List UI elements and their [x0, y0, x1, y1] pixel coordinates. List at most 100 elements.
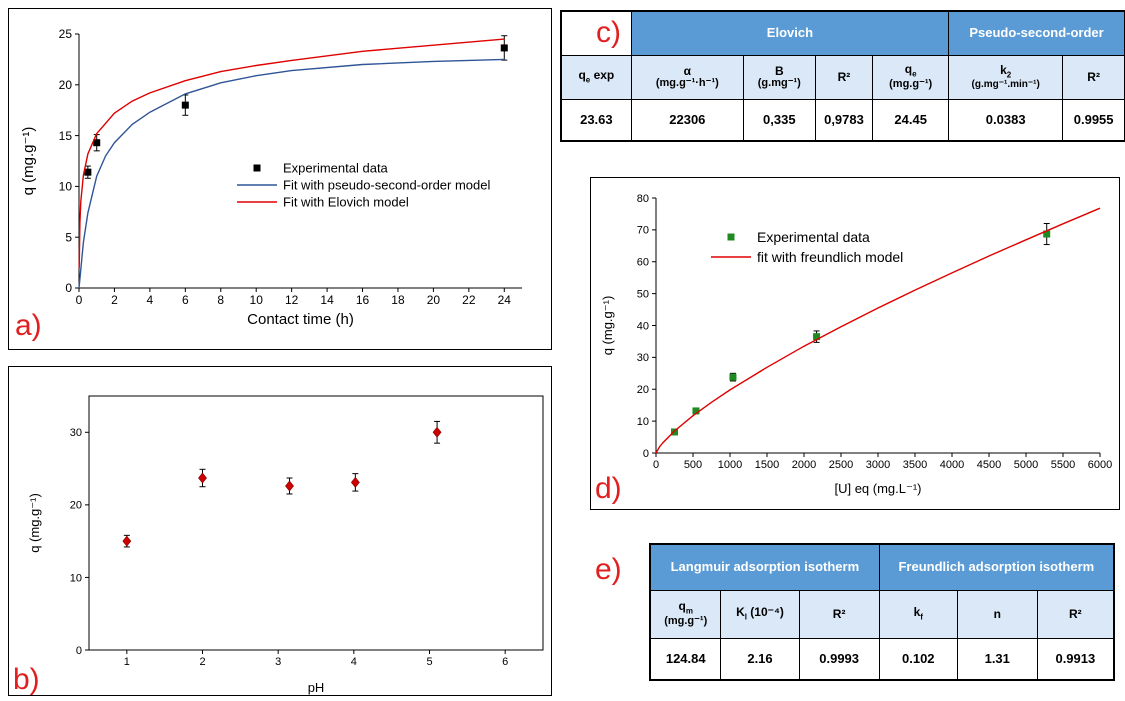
- x-tick-label: 6: [502, 656, 508, 668]
- y-axis-label: q (mg.g⁻¹): [27, 493, 42, 553]
- y-tick-label: 0: [65, 281, 72, 295]
- legend-marker-swatch: [727, 233, 735, 241]
- legend-label: Fit with pseudo-second-order model: [283, 178, 490, 193]
- table-c-cell: 0.0383: [948, 98, 1064, 142]
- table-e-header-freundlich: Freundlich adsorption isotherm: [878, 543, 1115, 591]
- table-e-col-r2-langmuir: R²: [798, 589, 880, 639]
- x-tick-label: 2: [199, 656, 205, 668]
- kinetic-parameters-table: Elovich Pseudo-second-order qe exp α (mg.…: [560, 10, 1125, 142]
- y-tick-label: 70: [637, 225, 649, 237]
- y-tick-label: 10: [59, 180, 73, 194]
- table-c-cell: 22306: [630, 98, 744, 142]
- y-tick-label: 20: [637, 384, 649, 396]
- chart-d: 0 500 1000 1500 2000 2500 3000 3500 4000 4500 5000…: [595, 193, 1112, 505]
- legend-label: Experimental data: [757, 229, 870, 245]
- legend-label: Experimental data: [283, 161, 389, 176]
- x-tick-label: 1500: [755, 459, 779, 471]
- panel-letter-c: c): [596, 16, 621, 49]
- table-c-header-elovich: Elovich: [630, 10, 950, 56]
- table-c-cell: 0.9955: [1062, 98, 1125, 142]
- table-e-col-kl: Kl (10⁻⁴): [720, 589, 800, 639]
- table-c-col-qe-exp: qe exp: [560, 54, 632, 100]
- y-tick-label: 50: [637, 288, 649, 300]
- x-tick-label: 24: [498, 293, 512, 307]
- x-tick-label: 6000: [1088, 459, 1112, 471]
- data-point: [84, 168, 92, 176]
- series-line: [78, 58, 505, 289]
- table-c-col-qe: qe (mg.g⁻¹): [872, 54, 950, 100]
- x-tick-label: 14: [320, 293, 334, 307]
- table-e-col-r2-freundlich: R²: [1036, 589, 1115, 639]
- y-tick-label: 80: [637, 193, 649, 205]
- chart-b-panel: 1 2 3 4 5 6 0 10 20 30 pH q (mg.g⁻¹) b): [8, 366, 552, 696]
- x-axis-label: pH: [308, 680, 325, 695]
- y-tick-label: 10: [70, 572, 82, 584]
- x-tick-label: 5500: [1051, 459, 1075, 471]
- table-c-cell: 0,335: [742, 98, 816, 142]
- chart-d-panel: 0 500 1000 1500 2000 2500 3000 3500 4000 4500 5000…: [590, 177, 1120, 510]
- table-e-cell: 0.102: [878, 637, 958, 681]
- x-tick-label: 2000: [792, 459, 816, 471]
- y-tick-label: 40: [637, 320, 649, 332]
- y-tick-label: 10: [637, 416, 649, 428]
- x-tick-label: 0: [76, 293, 83, 307]
- x-tick-label: 4: [147, 293, 154, 307]
- y-tick-label: 20: [70, 500, 82, 512]
- table-e-col-n: n: [956, 589, 1038, 639]
- x-tick-label: 2500: [829, 459, 853, 471]
- panel-letter: a): [15, 309, 42, 342]
- x-tick-label: 5: [426, 656, 432, 668]
- x-tick-label: 4000: [940, 459, 964, 471]
- legend-label: fit with freundlich model: [757, 249, 903, 265]
- table-e-col-qm: qm (mg.g⁻¹): [649, 589, 722, 639]
- isotherm-parameters-table: Langmuir adsorption isotherm Freundlich …: [649, 543, 1115, 681]
- data-point: [93, 139, 101, 147]
- table-e-cell: 0.9993: [798, 637, 880, 681]
- table-c-cell: 23.63: [560, 98, 632, 142]
- x-tick-label: 3500: [903, 459, 927, 471]
- y-tick-label: 30: [637, 352, 649, 364]
- x-tick-label: 12: [285, 293, 299, 307]
- table-e-cell: 1.31: [956, 637, 1038, 681]
- table-e-cell: 2.16: [720, 637, 800, 681]
- x-tick-label: 20: [427, 293, 441, 307]
- x-tick-label: 3: [275, 656, 281, 668]
- data-point: [692, 407, 700, 415]
- plot-area-frame: [88, 395, 544, 651]
- data-point: [729, 373, 737, 381]
- x-tick-label: 5000: [1014, 459, 1038, 471]
- y-tick-label: 15: [59, 129, 73, 143]
- y-tick-label: 5: [65, 230, 72, 244]
- x-axis-label: [U] eq (mg.L⁻¹): [834, 481, 921, 496]
- data-point: [198, 472, 207, 484]
- x-tick-label: 10: [250, 293, 264, 307]
- panel-letter: d): [595, 472, 622, 505]
- series-line: [655, 207, 1101, 454]
- data-point: [500, 44, 508, 52]
- table-e-col-kf: kf: [878, 589, 958, 639]
- x-tick-label: 18: [391, 293, 405, 307]
- data-point: [181, 101, 189, 109]
- x-tick-label: 1: [124, 656, 130, 668]
- x-tick-label: 6: [182, 293, 189, 307]
- x-tick-label: 1000: [718, 459, 742, 471]
- y-axis-label: q (mg.g⁻¹): [600, 296, 615, 356]
- x-tick-label: 16: [356, 293, 370, 307]
- table-e-header-langmuir: Langmuir adsorption isotherm: [649, 543, 880, 591]
- chart-b: 1 2 3 4 5 6 0 10 20 30 pH q (mg.g⁻¹) b): [13, 395, 544, 696]
- y-axis-label: q (mg.g⁻¹): [20, 127, 37, 196]
- legend-label: Fit with Elovich model: [283, 195, 409, 210]
- y-tick-label: 25: [59, 27, 73, 41]
- y-tick-label: 60: [637, 257, 649, 269]
- panel-letter-e: e): [595, 553, 622, 586]
- chart-a-panel: 0 2 4 6 8 10 12 14 16 18 20 22 24 0 5 10 15 20 25 Contact t…: [8, 8, 552, 350]
- x-tick-label: 8: [217, 293, 224, 307]
- data-point: [432, 426, 442, 438]
- y-tick-label: 20: [59, 78, 73, 92]
- data-point: [813, 333, 821, 341]
- data-point: [1043, 230, 1051, 238]
- x-axis-label: Contact time (h): [247, 311, 354, 328]
- table-c-col-r2-pso: R²: [1062, 54, 1125, 100]
- y-tick-label: 30: [70, 427, 82, 439]
- table-c-col-b: B (g.mg⁻¹): [742, 54, 816, 100]
